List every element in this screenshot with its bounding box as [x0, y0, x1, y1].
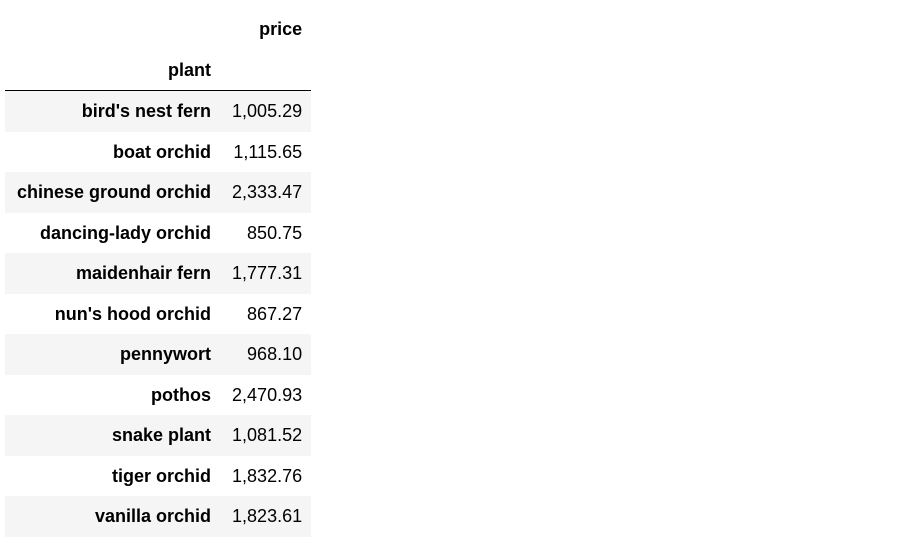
table-row: snake plant 1,081.52 — [5, 415, 312, 456]
table-row: dancing-lady orchid 850.75 — [5, 212, 312, 253]
index-name-blank-cell — [220, 50, 312, 91]
price-cell: 1,005.29 — [232, 101, 303, 122]
row-label: maidenhair fern — [75, 263, 212, 284]
row-label: vanilla orchid — [94, 506, 212, 527]
row-label: nun's hood orchid — [54, 303, 212, 324]
price-cell: 1,777.31 — [232, 263, 303, 284]
index-name-plant: plant — [5, 50, 221, 91]
price-cell: 1,081.52 — [232, 425, 303, 446]
row-label: tiger orchid — [112, 465, 212, 486]
table-row: nun's hood orchid 867.27 — [5, 293, 312, 334]
price-cell: 1,823.61 — [232, 506, 303, 527]
row-label: boat orchid — [113, 141, 212, 162]
dataframe-container: price plant bird's nest fern 1,005.29 bo… — [5, 8, 312, 537]
row-label: snake plant — [111, 425, 212, 446]
header-blank-cell — [5, 8, 220, 50]
table-body: bird's nest fern 1,005.29 boat orchid 1,… — [5, 90, 312, 537]
column-header-price: price — [259, 19, 303, 39]
table-row: maidenhair fern 1,777.31 — [5, 253, 312, 294]
table-row: pothos 2,470.93 — [5, 374, 312, 415]
price-cell: 2,333.47 — [232, 182, 303, 203]
price-cell: 1,832.76 — [232, 465, 303, 486]
table-header: price plant — [5, 8, 312, 91]
table-row: boat orchid 1,115.65 — [5, 131, 312, 172]
price-cell: 867.27 — [247, 303, 303, 324]
table-row: tiger orchid 1,832.76 — [5, 455, 312, 496]
row-label: bird's nest fern — [81, 101, 212, 122]
row-label: dancing-lady orchid — [40, 222, 212, 243]
row-label: chinese ground orchid — [17, 182, 212, 203]
price-cell: 2,470.93 — [232, 384, 303, 405]
row-label: pennywort — [120, 344, 212, 365]
table-row: bird's nest fern 1,005.29 — [5, 90, 312, 132]
table-row: vanilla orchid 1,823.61 — [5, 496, 312, 537]
dataframe-table: price plant bird's nest fern 1,005.29 bo… — [5, 8, 312, 537]
table-row: chinese ground orchid 2,333.47 — [5, 172, 312, 213]
price-cell: 1,115.65 — [233, 141, 303, 162]
index-name-row: plant — [5, 50, 312, 91]
price-cell: 850.75 — [247, 222, 303, 243]
table-row: pennywort 968.10 — [5, 334, 312, 375]
row-label: pothos — [151, 384, 212, 405]
column-header-row: price — [5, 8, 311, 50]
price-cell: 968.10 — [247, 344, 303, 365]
